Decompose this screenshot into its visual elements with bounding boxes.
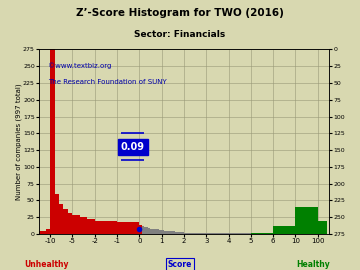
Bar: [141, 226, 144, 234]
Text: 0.09: 0.09: [121, 142, 145, 152]
Bar: [159, 230, 162, 234]
Bar: [19, 233, 23, 234]
Text: Z’-Score Histogram for TWO (2016): Z’-Score Histogram for TWO (2016): [76, 8, 284, 18]
Bar: [296, 207, 318, 234]
Bar: [191, 233, 193, 234]
Bar: [80, 217, 87, 234]
Bar: [168, 231, 171, 234]
Bar: [37, 231, 41, 234]
Bar: [28, 233, 32, 234]
Bar: [188, 233, 191, 234]
Bar: [199, 233, 202, 234]
Bar: [217, 233, 251, 234]
Bar: [148, 228, 150, 234]
Bar: [41, 231, 46, 234]
Y-axis label: Number of companies (997 total): Number of companies (997 total): [15, 83, 22, 200]
Bar: [186, 233, 188, 234]
Bar: [146, 227, 148, 234]
Text: Healthy: Healthy: [296, 260, 330, 269]
Bar: [157, 229, 159, 234]
Bar: [177, 232, 180, 234]
Bar: [50, 49, 55, 234]
Bar: [63, 208, 68, 234]
Bar: [32, 232, 37, 234]
Bar: [166, 231, 168, 234]
Bar: [150, 229, 153, 234]
Bar: [155, 229, 157, 234]
Bar: [95, 221, 117, 234]
Bar: [59, 204, 63, 234]
Text: Unhealthy: Unhealthy: [24, 260, 69, 269]
Bar: [10, 233, 14, 234]
Bar: [251, 233, 262, 234]
Bar: [72, 215, 80, 234]
Bar: [23, 233, 28, 234]
Bar: [117, 222, 139, 234]
Bar: [46, 229, 50, 234]
Bar: [206, 233, 217, 234]
Bar: [182, 232, 184, 234]
Text: ©www.textbiz.org: ©www.textbiz.org: [48, 62, 111, 69]
Bar: [262, 233, 273, 234]
Bar: [202, 233, 204, 234]
Bar: [184, 233, 186, 234]
Bar: [318, 221, 327, 234]
Bar: [204, 233, 206, 234]
Bar: [55, 194, 59, 234]
Bar: [197, 233, 199, 234]
Bar: [153, 229, 155, 234]
Bar: [173, 231, 175, 234]
Bar: [139, 225, 141, 234]
Bar: [273, 226, 296, 234]
Bar: [164, 231, 166, 234]
Text: The Research Foundation of SUNY: The Research Foundation of SUNY: [48, 79, 166, 85]
Bar: [14, 233, 19, 234]
Bar: [175, 232, 177, 234]
Bar: [87, 219, 95, 234]
Bar: [171, 231, 173, 234]
Bar: [144, 227, 146, 234]
Text: Score: Score: [168, 260, 192, 269]
Bar: [195, 233, 197, 234]
Bar: [193, 233, 195, 234]
Bar: [162, 230, 164, 234]
Text: Sector: Financials: Sector: Financials: [134, 30, 226, 39]
Bar: [180, 232, 182, 234]
Bar: [68, 212, 72, 234]
Bar: [5, 233, 10, 234]
